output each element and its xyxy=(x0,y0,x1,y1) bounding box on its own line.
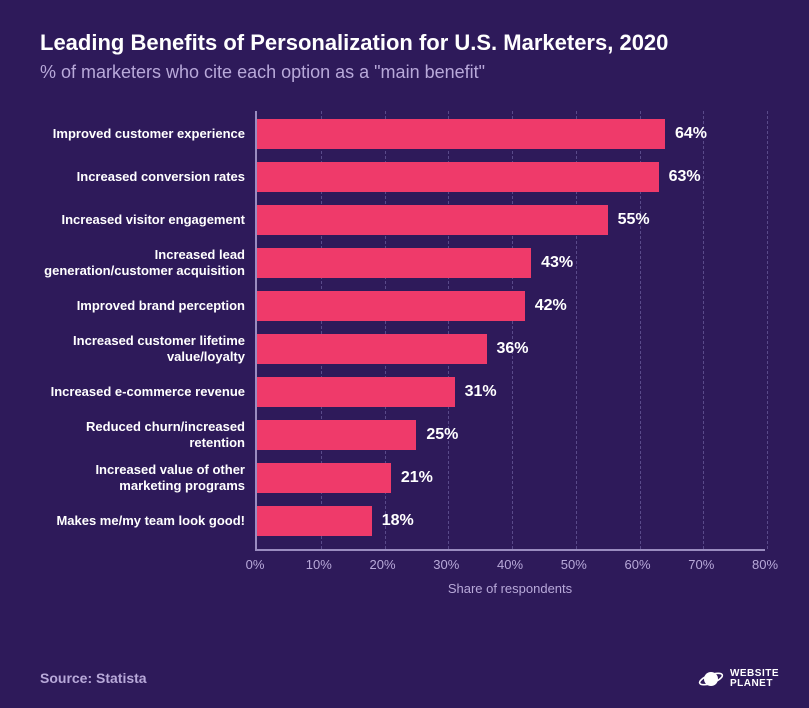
bar-value-label: 25% xyxy=(426,426,458,444)
bar-row: 18% xyxy=(257,506,414,536)
x-tick-label: 30% xyxy=(433,557,459,572)
bar xyxy=(257,205,608,235)
bar xyxy=(257,377,455,407)
x-axis-title: Share of respondents xyxy=(448,581,572,596)
bar-value-label: 31% xyxy=(465,383,497,401)
x-tick-label: 80% xyxy=(752,557,778,572)
bar xyxy=(257,119,665,149)
bar xyxy=(257,506,372,536)
bar xyxy=(257,334,487,364)
chart-subtitle: % of marketers who cite each option as a… xyxy=(40,62,769,83)
bar-row: 31% xyxy=(257,377,497,407)
x-tick-label: 40% xyxy=(497,557,523,572)
category-label: Increased customer lifetime value/loyalt… xyxy=(35,334,245,364)
category-label: Makes me/my team look good! xyxy=(35,506,245,536)
bar-row: 64% xyxy=(257,119,707,149)
x-tick-label: 50% xyxy=(561,557,587,572)
category-label: Increased e-commerce revenue xyxy=(35,377,245,407)
category-label: Increased visitor engagement xyxy=(35,205,245,235)
category-label: Improved customer experience xyxy=(35,119,245,149)
bar-value-label: 64% xyxy=(675,125,707,143)
bar-chart: 64%63%55%43%42%36%31%25%21%18% Share of … xyxy=(255,111,765,591)
grid-line xyxy=(703,111,704,549)
bar xyxy=(257,162,659,192)
bar-value-label: 42% xyxy=(535,297,567,315)
category-label: Improved brand perception xyxy=(35,291,245,321)
bar-row: 55% xyxy=(257,205,650,235)
planet-icon xyxy=(698,666,724,692)
bar-row: 63% xyxy=(257,162,701,192)
category-label: Increased conversion rates xyxy=(35,162,245,192)
x-tick-label: 20% xyxy=(369,557,395,572)
logo-line2: PLANET xyxy=(730,679,779,690)
source-label: Source: Statista xyxy=(40,670,147,686)
bar-value-label: 63% xyxy=(669,168,701,186)
bar-value-label: 36% xyxy=(497,340,529,358)
bar-value-label: 21% xyxy=(401,469,433,487)
bar xyxy=(257,248,531,278)
grid-line xyxy=(767,111,768,549)
bar-value-label: 43% xyxy=(541,254,573,272)
bar-row: 42% xyxy=(257,291,567,321)
category-label: Increased lead generation/customer acqui… xyxy=(35,248,245,278)
bar-row: 25% xyxy=(257,420,458,450)
bar xyxy=(257,463,391,493)
bar-row: 21% xyxy=(257,463,433,493)
bar xyxy=(257,420,416,450)
x-tick-label: 60% xyxy=(624,557,650,572)
x-tick-label: 10% xyxy=(306,557,332,572)
x-tick-label: 0% xyxy=(246,557,265,572)
bar-row: 36% xyxy=(257,334,529,364)
bar-row: 43% xyxy=(257,248,573,278)
brand-logo: WEBSITE PLANET xyxy=(698,666,779,692)
bar-value-label: 18% xyxy=(382,512,414,530)
category-label: Increased value of other marketing progr… xyxy=(35,463,245,493)
bar xyxy=(257,291,525,321)
chart-title: Leading Benefits of Personalization for … xyxy=(40,30,769,56)
x-tick-label: 70% xyxy=(688,557,714,572)
category-label: Reduced churn/increased retention xyxy=(35,420,245,450)
plot-area: 64% 63% 55% 43% 42% 36% 31% 25% 21% 18% xyxy=(255,111,765,551)
bar-value-label: 55% xyxy=(618,211,650,229)
